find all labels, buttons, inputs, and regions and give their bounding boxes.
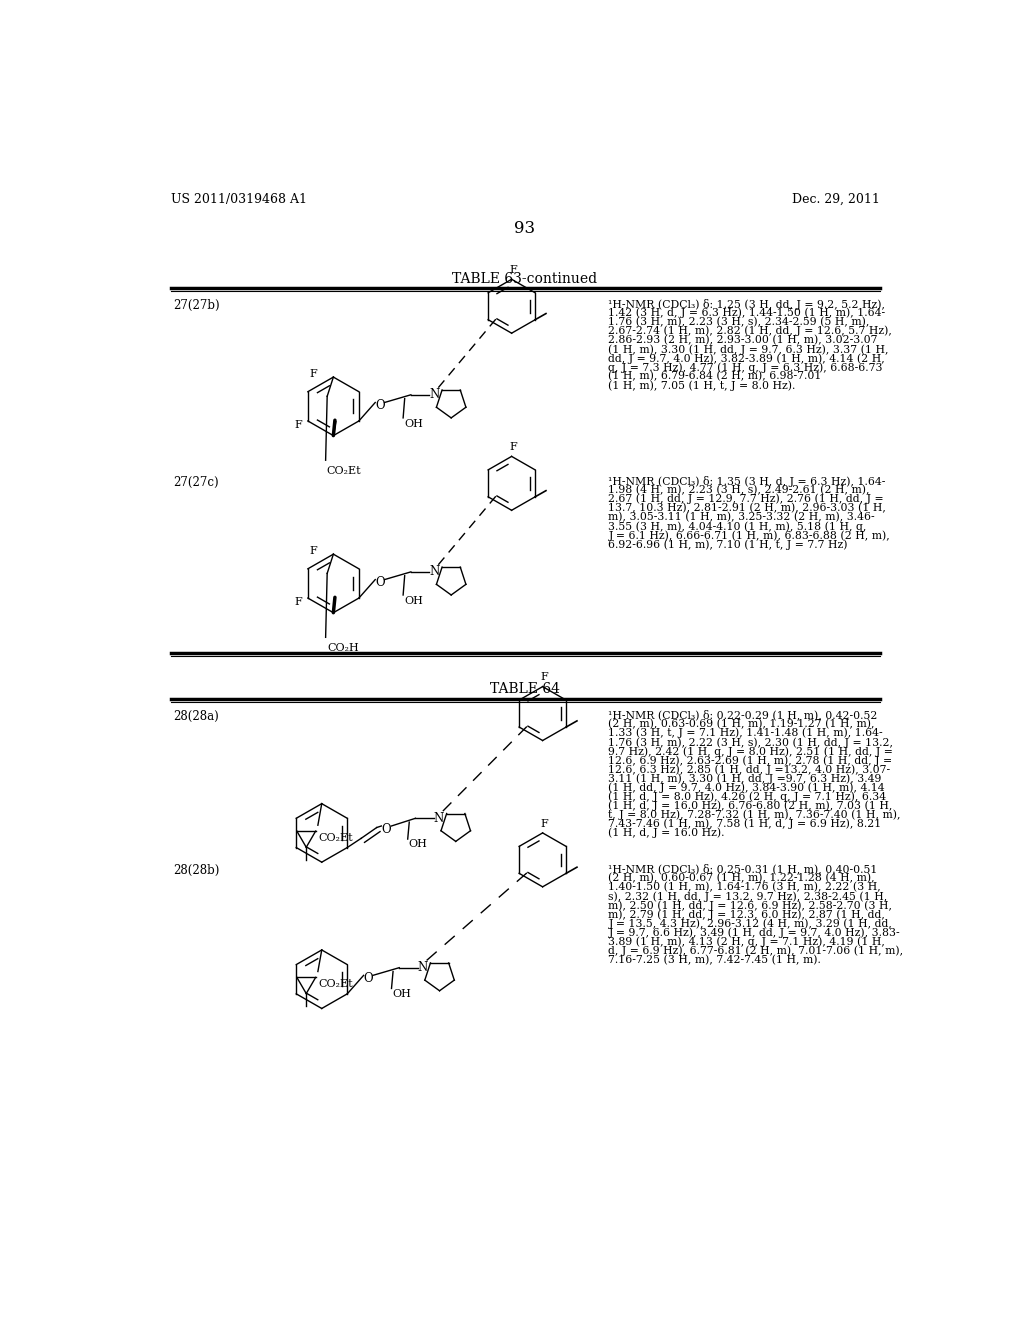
Text: Dec. 29, 2011: Dec. 29, 2011 <box>792 193 880 206</box>
Text: US 2011/0319468 A1: US 2011/0319468 A1 <box>171 193 306 206</box>
Text: 13.7, 10.3 Hz), 2.81-2.91 (2 H, m), 2.96-3.03 (1 H,: 13.7, 10.3 Hz), 2.81-2.91 (2 H, m), 2.96… <box>608 503 887 513</box>
Text: N: N <box>429 388 439 401</box>
Text: 1.76 (3 H, m), 2.22 (3 H, s), 2.30 (1 H, dd, J = 13.2,: 1.76 (3 H, m), 2.22 (3 H, s), 2.30 (1 H,… <box>608 737 894 747</box>
Text: ¹H-NMR (CDCl₃) δ: 1.25 (3 H, dd, J = 9.2, 5.2 Hz),: ¹H-NMR (CDCl₃) δ: 1.25 (3 H, dd, J = 9.2… <box>608 298 886 310</box>
Text: 6.92-6.96 (1 H, m), 7.10 (1 H, t, J = 7.7 Hz): 6.92-6.96 (1 H, m), 7.10 (1 H, t, J = 7.… <box>608 540 848 550</box>
Text: 93: 93 <box>514 220 536 238</box>
Text: F: F <box>509 265 517 275</box>
Text: O: O <box>381 822 391 836</box>
Text: OH: OH <box>403 597 423 606</box>
Text: 1.98 (4 H, m), 2.23 (3 H, s), 2.49-2.61 (2 H, m),: 1.98 (4 H, m), 2.23 (3 H, s), 2.49-2.61 … <box>608 484 870 495</box>
Text: (1 H, m), 3.30 (1 H, dd, J = 9.7, 6.3 Hz), 3.37 (1 H,: (1 H, m), 3.30 (1 H, dd, J = 9.7, 6.3 Hz… <box>608 345 889 355</box>
Text: F: F <box>294 420 302 430</box>
Text: (1 H, m), 6.79-6.84 (2 H, m), 6.98-7.01: (1 H, m), 6.79-6.84 (2 H, m), 6.98-7.01 <box>608 371 822 381</box>
Text: (1 H, d, J = 8.0 Hz), 4.26 (2 H, q, J = 7.1 Hz), 6.34: (1 H, d, J = 8.0 Hz), 4.26 (2 H, q, J = … <box>608 792 887 803</box>
Text: 1.33 (3 H, t, J = 7.1 Hz), 1.41-1.48 (1 H, m), 1.64-: 1.33 (3 H, t, J = 7.1 Hz), 1.41-1.48 (1 … <box>608 727 883 738</box>
Text: 7.43-7.46 (1 H, m), 7.58 (1 H, d, J = 6.9 Hz), 8.21: 7.43-7.46 (1 H, m), 7.58 (1 H, d, J = 6.… <box>608 818 882 829</box>
Text: 1.42 (3 H, d, J = 6.3 Hz), 1.44-1.50 (1 H, m), 1.64-: 1.42 (3 H, d, J = 6.3 Hz), 1.44-1.50 (1 … <box>608 308 886 318</box>
Text: 3.11 (1 H, m), 3.30 (1 H, dd, J =9.7, 6.3 Hz), 3.49: 3.11 (1 H, m), 3.30 (1 H, dd, J =9.7, 6.… <box>608 774 882 784</box>
Text: J = 6.1 Hz), 6.66-6.71 (1 H, m), 6.83-6.88 (2 H, m),: J = 6.1 Hz), 6.66-6.71 (1 H, m), 6.83-6.… <box>608 531 890 541</box>
Text: (2 H, m), 0.63-0.69 (1 H, m), 1.19-1.27 (1 H, m),: (2 H, m), 0.63-0.69 (1 H, m), 1.19-1.27 … <box>608 719 874 729</box>
Text: J = 13.5, 4.3 Hz), 2.96-3.12 (4 H, m), 3.29 (1 H, dd,: J = 13.5, 4.3 Hz), 2.96-3.12 (4 H, m), 3… <box>608 919 892 929</box>
Text: 28(28a): 28(28a) <box>173 710 219 723</box>
Text: t, J = 8.0 Hz), 7.28-7.32 (1 H, m), 7.36-7.40 (1 H, m),: t, J = 8.0 Hz), 7.28-7.32 (1 H, m), 7.36… <box>608 809 901 820</box>
Text: 7.16-7.25 (3 H, m), 7.42-7.45 (1 H, m).: 7.16-7.25 (3 H, m), 7.42-7.45 (1 H, m). <box>608 954 821 965</box>
Text: F: F <box>541 818 548 829</box>
Text: q, J = 7.3 Hz), 4.77 (1 H, q, J = 6.3 Hz), 6.68-6.73: q, J = 7.3 Hz), 4.77 (1 H, q, J = 6.3 Hz… <box>608 362 883 372</box>
Text: d, J = 6.9 Hz), 6.77-6.81 (2 H, m), 7.01-7.06 (1 H, m),: d, J = 6.9 Hz), 6.77-6.81 (2 H, m), 7.01… <box>608 945 903 956</box>
Text: TABLE 63-continued: TABLE 63-continued <box>453 272 597 286</box>
Text: O: O <box>375 399 385 412</box>
Text: 12.6, 6.9 Hz), 2.63-2.69 (1 H, m), 2.78 (1 H, dd, J =: 12.6, 6.9 Hz), 2.63-2.69 (1 H, m), 2.78 … <box>608 755 893 766</box>
Text: N: N <box>433 812 443 825</box>
Text: 2.86-2.93 (2 H, m), 2.93-3.00 (1 H, m), 3.02-3.07: 2.86-2.93 (2 H, m), 2.93-3.00 (1 H, m), … <box>608 335 878 346</box>
Text: (1 H, m), 7.05 (1 H, t, J = 8.0 Hz).: (1 H, m), 7.05 (1 H, t, J = 8.0 Hz). <box>608 380 796 391</box>
Text: OH: OH <box>409 840 427 850</box>
Text: O: O <box>375 576 385 589</box>
Text: F: F <box>309 546 317 557</box>
Text: ¹H-NMR (CDCl₃) δ: 1.35 (3 H, d, J = 6.3 Hz), 1.64-: ¹H-NMR (CDCl₃) δ: 1.35 (3 H, d, J = 6.3 … <box>608 475 886 487</box>
Text: 2.67 (1 H, dd, J = 12.9, 7.7 Hz), 2.76 (1 H, dd, J =: 2.67 (1 H, dd, J = 12.9, 7.7 Hz), 2.76 (… <box>608 494 884 504</box>
Text: ¹H-NMR (CDCl₃) δ: 0.25-0.31 (1 H, m), 0.40-0.51: ¹H-NMR (CDCl₃) δ: 0.25-0.31 (1 H, m), 0.… <box>608 863 878 875</box>
Text: (1 H, d, J = 16.0 Hz), 6.76-6.80 (2 H, m), 7.03 (1 H,: (1 H, d, J = 16.0 Hz), 6.76-6.80 (2 H, m… <box>608 800 893 812</box>
Text: 9.7 Hz), 2.42 (1 H, q, J = 8.0 Hz), 2.51 (1 H, dd, J =: 9.7 Hz), 2.42 (1 H, q, J = 8.0 Hz), 2.51… <box>608 746 893 756</box>
Text: 27(27c): 27(27c) <box>173 475 218 488</box>
Text: CO₂Et: CO₂Et <box>318 833 353 842</box>
Text: CO₂H: CO₂H <box>328 643 359 653</box>
Text: N: N <box>418 961 428 974</box>
Text: CO₂Et: CO₂Et <box>318 979 353 989</box>
Text: (1 H, d, J = 16.0 Hz).: (1 H, d, J = 16.0 Hz). <box>608 828 725 838</box>
Text: J = 9.7, 6.6 Hz), 3.49 (1 H, dd, J = 9.7, 4.0 Hz), 3.83-: J = 9.7, 6.6 Hz), 3.49 (1 H, dd, J = 9.7… <box>608 928 900 939</box>
Text: ¹H-NMR (CDCl₃) δ: 0.22-0.29 (1 H, m), 0.42-0.52: ¹H-NMR (CDCl₃) δ: 0.22-0.29 (1 H, m), 0.… <box>608 710 878 721</box>
Text: N: N <box>429 565 439 578</box>
Text: 12.6, 6.3 Hz), 2.85 (1 H, dd, J =13.2, 4.0 Hz), 3.07-: 12.6, 6.3 Hz), 2.85 (1 H, dd, J =13.2, 4… <box>608 764 891 775</box>
Text: F: F <box>309 370 317 379</box>
Text: m), 3.05-3.11 (1 H, m), 3.25-3.32 (2 H, m), 3.46-: m), 3.05-3.11 (1 H, m), 3.25-3.32 (2 H, … <box>608 512 876 523</box>
Text: 3.89 (1 H, m), 4.13 (2 H, q, J = 7.1 Hz), 4.19 (1 H,: 3.89 (1 H, m), 4.13 (2 H, q, J = 7.1 Hz)… <box>608 936 886 946</box>
Text: CO₂Et: CO₂Et <box>327 466 361 477</box>
Text: 1.40-1.50 (1 H, m), 1.64-1.76 (3 H, m), 2.22 (3 H,: 1.40-1.50 (1 H, m), 1.64-1.76 (3 H, m), … <box>608 882 882 892</box>
Text: dd, J = 9.7, 4.0 Hz), 3.82-3.89 (1 H, m), 4.14 (2 H,: dd, J = 9.7, 4.0 Hz), 3.82-3.89 (1 H, m)… <box>608 352 886 363</box>
Text: OH: OH <box>403 418 423 429</box>
Text: 1.76 (3 H, m), 2.23 (3 H, s), 2.34-2.59 (5 H, m),: 1.76 (3 H, m), 2.23 (3 H, s), 2.34-2.59 … <box>608 317 869 327</box>
Text: m), 2.50 (1 H, dd, J = 12.6, 6.9 Hz), 2.58-2.70 (3 H,: m), 2.50 (1 H, dd, J = 12.6, 6.9 Hz), 2.… <box>608 900 893 911</box>
Text: s), 2.32 (1 H, dd, J = 13.2, 9.7 Hz), 2.38-2.45 (1 H,: s), 2.32 (1 H, dd, J = 13.2, 9.7 Hz), 2.… <box>608 891 888 902</box>
Text: F: F <box>509 442 517 453</box>
Text: 3.55 (3 H, m), 4.04-4.10 (1 H, m), 5.18 (1 H, q,: 3.55 (3 H, m), 4.04-4.10 (1 H, m), 5.18 … <box>608 521 867 532</box>
Text: F: F <box>294 597 302 607</box>
Text: TABLE 64: TABLE 64 <box>489 682 560 696</box>
Text: O: O <box>364 972 373 985</box>
Text: OH: OH <box>392 989 412 999</box>
Text: 27(27b): 27(27b) <box>173 298 219 312</box>
Text: (1 H, dd, J = 9.7, 4.0 Hz), 3.84-3.90 (1 H, m), 4.14: (1 H, dd, J = 9.7, 4.0 Hz), 3.84-3.90 (1… <box>608 783 885 793</box>
Text: m), 2.79 (1 H, dd, J = 12.3, 6.0 Hz), 2.87 (1 H, dd,: m), 2.79 (1 H, dd, J = 12.3, 6.0 Hz), 2.… <box>608 909 886 920</box>
Text: (2 H, m), 0.60-0.67 (1 H, m), 1.22-1.28 (4 H, m),: (2 H, m), 0.60-0.67 (1 H, m), 1.22-1.28 … <box>608 873 876 883</box>
Text: 28(28b): 28(28b) <box>173 863 219 876</box>
Text: F: F <box>541 672 548 682</box>
Text: 2.67-2.74 (1 H, m), 2.82 (1 H, dd, J = 12.6, 5.7 Hz),: 2.67-2.74 (1 H, m), 2.82 (1 H, dd, J = 1… <box>608 326 892 337</box>
